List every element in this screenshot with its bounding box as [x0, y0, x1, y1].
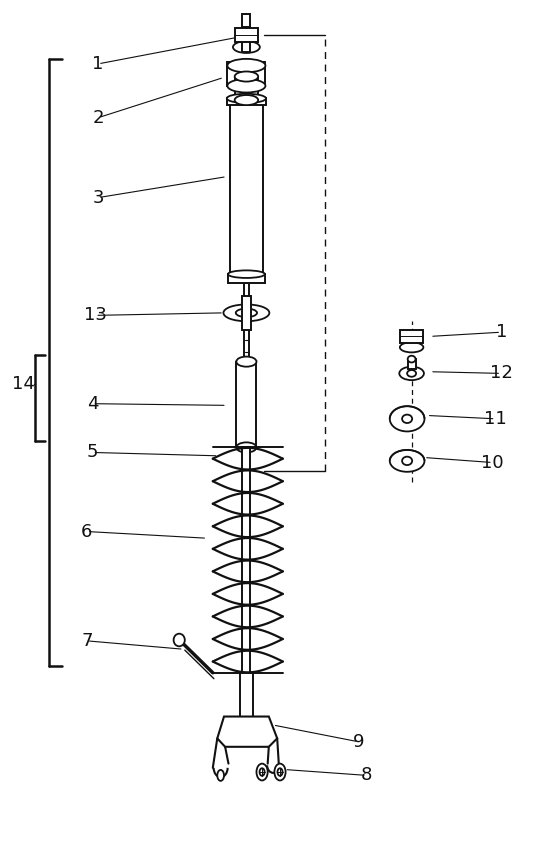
Ellipse shape — [402, 415, 412, 423]
Bar — [240, 673, 253, 717]
Ellipse shape — [227, 94, 266, 103]
Ellipse shape — [236, 309, 257, 317]
Bar — [227, 61, 265, 86]
Ellipse shape — [223, 304, 269, 321]
Text: 13: 13 — [84, 306, 106, 325]
Bar — [236, 362, 256, 447]
Bar — [242, 14, 250, 28]
Text: 12: 12 — [490, 364, 512, 383]
Bar — [242, 27, 250, 52]
Text: 9: 9 — [353, 733, 364, 751]
Polygon shape — [217, 717, 277, 747]
Text: 10: 10 — [482, 453, 504, 472]
Ellipse shape — [235, 71, 258, 82]
Ellipse shape — [260, 769, 265, 775]
Text: 5: 5 — [87, 443, 98, 462]
Ellipse shape — [399, 367, 424, 380]
Bar — [228, 274, 265, 283]
Text: 4: 4 — [87, 394, 98, 413]
Bar — [235, 77, 258, 100]
Bar — [230, 99, 263, 276]
Text: 1: 1 — [496, 323, 507, 341]
Text: 14: 14 — [12, 375, 35, 394]
Ellipse shape — [174, 634, 185, 647]
Ellipse shape — [235, 95, 258, 105]
Ellipse shape — [407, 370, 416, 377]
Bar — [400, 330, 423, 343]
Text: 11: 11 — [484, 410, 507, 428]
Text: 3: 3 — [92, 188, 104, 207]
Text: 7: 7 — [81, 632, 92, 650]
Ellipse shape — [256, 764, 268, 780]
Ellipse shape — [217, 770, 224, 780]
Ellipse shape — [390, 406, 424, 431]
Ellipse shape — [236, 357, 256, 367]
Bar — [242, 447, 250, 673]
Ellipse shape — [233, 41, 260, 53]
Ellipse shape — [390, 450, 424, 472]
Text: 6: 6 — [81, 522, 92, 541]
Text: 1: 1 — [92, 55, 104, 73]
Ellipse shape — [408, 356, 416, 362]
Text: 8: 8 — [361, 766, 372, 785]
Ellipse shape — [400, 342, 423, 352]
Ellipse shape — [228, 271, 265, 278]
Bar — [408, 359, 416, 369]
Bar — [244, 283, 249, 359]
Bar — [227, 98, 266, 105]
Ellipse shape — [227, 59, 265, 72]
Bar — [242, 296, 251, 330]
Text: 2: 2 — [92, 108, 104, 127]
Bar — [235, 28, 258, 42]
Ellipse shape — [278, 769, 282, 775]
Ellipse shape — [227, 79, 265, 93]
Ellipse shape — [274, 764, 286, 780]
Ellipse shape — [402, 457, 412, 465]
Ellipse shape — [236, 442, 256, 452]
